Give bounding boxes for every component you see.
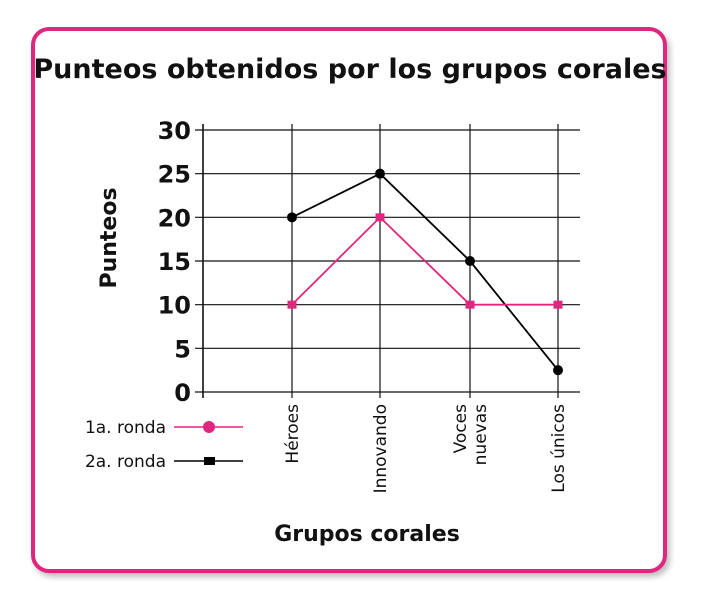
legend-label: 1a. ronda bbox=[85, 418, 166, 438]
data-point bbox=[553, 300, 563, 309]
x-category-label: Héroes bbox=[283, 404, 303, 464]
grid bbox=[195, 124, 580, 398]
chart-title: Punteos obtenidos por los grupos corales bbox=[33, 54, 666, 85]
chart-frame bbox=[31, 27, 667, 573]
y-tick-label: 0 bbox=[174, 379, 191, 407]
legend-marker bbox=[203, 421, 215, 433]
series-line bbox=[291, 172, 559, 371]
y-tick-label: 15 bbox=[158, 248, 191, 276]
series-lines bbox=[291, 172, 559, 371]
y-tick-labels: 0 5 10 15 20 25 30 bbox=[158, 117, 191, 407]
series-line bbox=[291, 216, 558, 306]
legend-marker bbox=[204, 457, 215, 465]
y-tick-label: 30 bbox=[158, 117, 191, 145]
x-category-label: Innovando bbox=[371, 404, 391, 493]
y-tick-label: 10 bbox=[158, 292, 191, 320]
x-category-labels: Héroes Innovando Voces nuevas Los únicos bbox=[283, 404, 569, 494]
series-points bbox=[287, 168, 563, 376]
data-point bbox=[465, 300, 475, 309]
data-point bbox=[287, 212, 297, 223]
data-point bbox=[375, 213, 385, 222]
x-axis-label: Grupos corales bbox=[274, 522, 460, 547]
data-point bbox=[375, 168, 385, 179]
legend: 1a. ronda 2a. ronda bbox=[85, 418, 243, 472]
data-point bbox=[465, 256, 475, 266]
data-point bbox=[553, 365, 563, 376]
data-point bbox=[287, 300, 297, 309]
x-category-label: nuevas bbox=[471, 404, 491, 465]
x-category-label: Voces bbox=[451, 404, 471, 454]
y-tick-label: 5 bbox=[174, 335, 191, 363]
y-tick-label: 20 bbox=[158, 204, 191, 232]
y-axis-label: Punteos bbox=[97, 187, 122, 288]
y-tick-label: 25 bbox=[158, 161, 191, 189]
legend-label: 2a. ronda bbox=[85, 452, 166, 472]
x-category-label: Los únicos bbox=[549, 404, 569, 493]
